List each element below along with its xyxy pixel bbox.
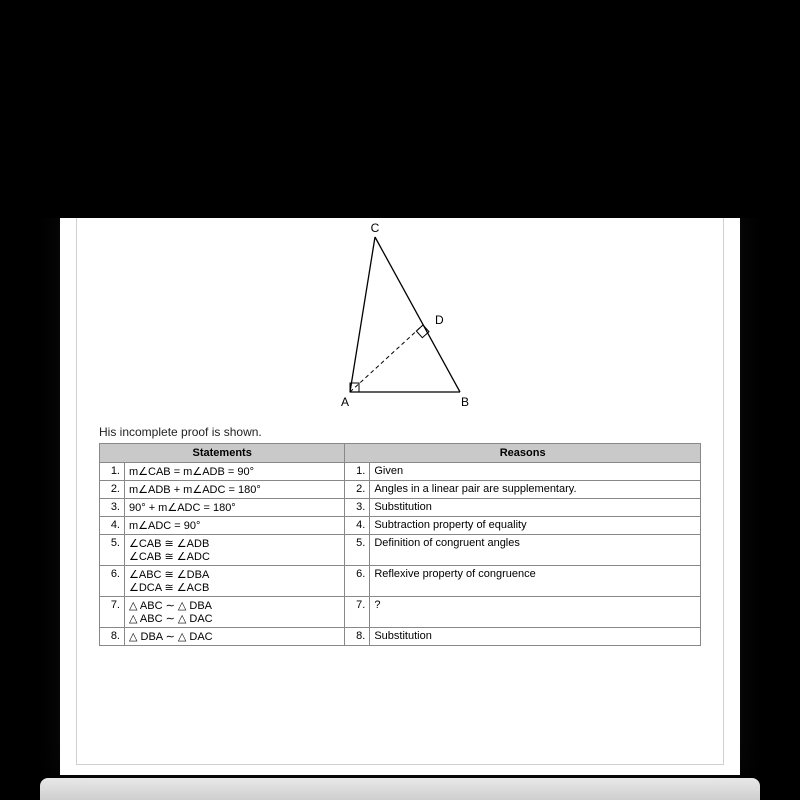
statement-cell: ∠CAB ≅ ∠ADB ∠CAB ≅ ∠ADC [125, 535, 345, 566]
row-number: 1. [100, 463, 125, 481]
label-d: D [435, 313, 444, 327]
row-number: 8. [345, 628, 370, 646]
label-a: A [341, 395, 349, 409]
proof-table: Statements Reasons 1.m∠CAB = m∠ADB = 90°… [99, 443, 701, 646]
row-number: 3. [100, 499, 125, 517]
reason-cell: Given [370, 463, 701, 481]
row-number: 6. [345, 566, 370, 597]
reason-cell: Reflexive property of congruence [370, 566, 701, 597]
table-row: 6.∠ABC ≅ ∠DBA ∠DCA ≅ ∠ACB6.Reflexive pro… [100, 566, 701, 597]
reason-cell: Angles in a linear pair are supplementar… [370, 481, 701, 499]
question-content: James correctly proves the similarity of… [76, 169, 724, 765]
row-number: 3. [345, 499, 370, 517]
row-number: 2. [100, 481, 125, 499]
row-number: 8. [100, 628, 125, 646]
header-statements: Statements [100, 444, 345, 463]
row-number: 4. [345, 517, 370, 535]
table-row: 3.90° + m∠ADC = 180°3.Substitution [100, 499, 701, 517]
row-number: 5. [345, 535, 370, 566]
statement-cell: m∠ADB + m∠ADC = 180° [125, 481, 345, 499]
header-reasons: Reasons [345, 444, 701, 463]
top-black-occlusion [0, 0, 800, 218]
label-b: B [461, 395, 469, 409]
proof-intro: His incomplete proof is shown. [99, 425, 701, 439]
reason-cell: Subtraction property of equality [370, 517, 701, 535]
triangle-diagram: C A B D [99, 222, 701, 417]
statement-cell: 90° + m∠ADC = 180° [125, 499, 345, 517]
label-c: C [371, 222, 380, 235]
device-bezel [40, 778, 760, 800]
row-number: 6. [100, 566, 125, 597]
row-number: 4. [100, 517, 125, 535]
statement-cell: △ DBA ∼ △ DAC [125, 628, 345, 646]
statement-cell: ∠ABC ≅ ∠DBA ∠DCA ≅ ∠ACB [125, 566, 345, 597]
table-row: 1.m∠CAB = m∠ADB = 90°1.Given [100, 463, 701, 481]
table-row: 2.m∠ADB + m∠ADC = 180°2.Angles in a line… [100, 481, 701, 499]
reason-cell: ? [370, 597, 701, 628]
statement-cell: △ ABC ∼ △ DBA △ ABC ∼ △ DAC [125, 597, 345, 628]
row-number: 5. [100, 535, 125, 566]
row-number: 7. [345, 597, 370, 628]
table-row: 4.m∠ADC = 90°4.Subtraction property of e… [100, 517, 701, 535]
row-number: 7. [100, 597, 125, 628]
statement-cell: m∠CAB = m∠ADB = 90° [125, 463, 345, 481]
row-number: 2. [345, 481, 370, 499]
statement-cell: m∠ADC = 90° [125, 517, 345, 535]
row-number: 1. [345, 463, 370, 481]
reason-cell: Definition of congruent angles [370, 535, 701, 566]
table-row: 5.∠CAB ≅ ∠ADB ∠CAB ≅ ∠ADC5.Definition of… [100, 535, 701, 566]
table-row: 7.△ ABC ∼ △ DBA △ ABC ∼ △ DAC7.? [100, 597, 701, 628]
table-row: 8.△ DBA ∼ △ DAC8.Substitution [100, 628, 701, 646]
reason-cell: Substitution [370, 628, 701, 646]
reason-cell: Substitution [370, 499, 701, 517]
